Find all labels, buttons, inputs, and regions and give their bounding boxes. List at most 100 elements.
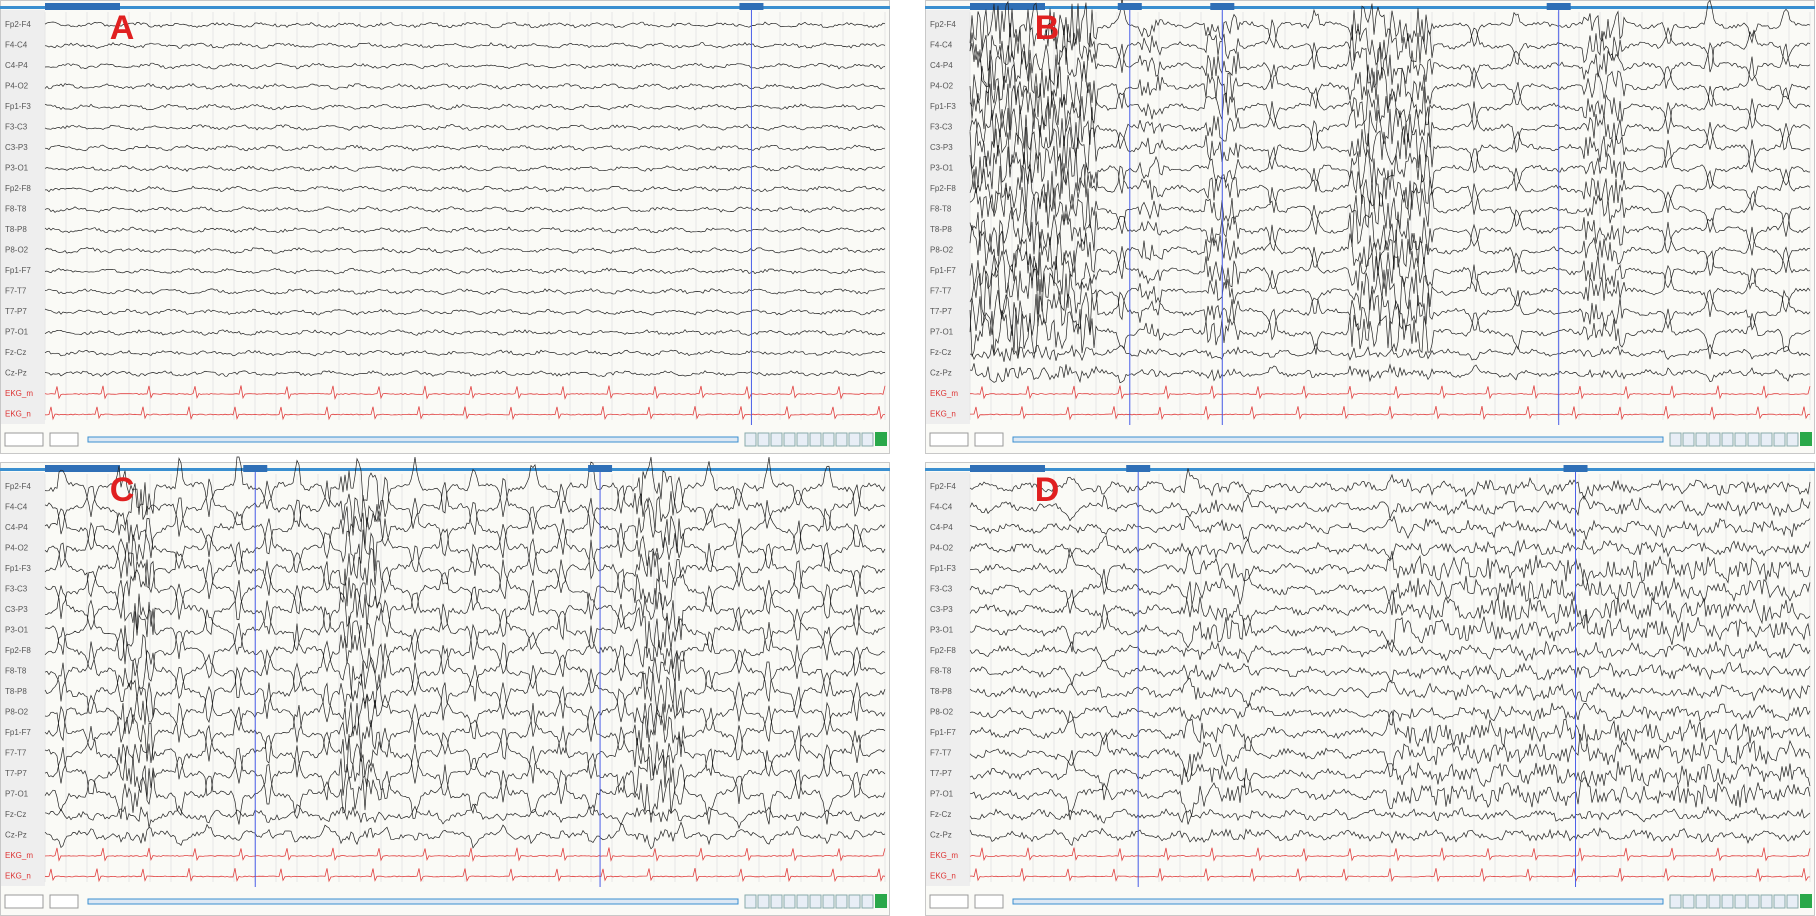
nav-button[interactable] [758,895,769,908]
channel-label: F8-T8 [5,667,27,676]
channel-label: Cz-Pz [930,369,952,378]
channel-label: P4-O2 [5,544,29,553]
go-button[interactable] [875,894,887,908]
channel-label: F7-T7 [5,749,27,758]
nav-button[interactable] [1670,895,1681,908]
nav-button[interactable] [1683,895,1694,908]
speed-select[interactable] [50,895,78,908]
nav-button[interactable] [771,895,782,908]
channel-label: F4-C4 [5,503,28,512]
nav-button[interactable] [745,895,756,908]
time-box[interactable] [5,895,43,908]
channel-label: C4-P4 [5,523,28,532]
go-button[interactable] [1800,432,1812,446]
channel-label: Fp2-F4 [5,482,31,491]
channel-label: EKG_m [5,389,33,398]
nav-button[interactable] [823,433,834,446]
nav-button[interactable] [797,895,808,908]
scroll-track[interactable] [1013,899,1663,904]
nav-button[interactable] [810,433,821,446]
channel-label: C3-P3 [5,143,28,152]
nav-button[interactable] [1748,895,1759,908]
nav-button[interactable] [849,433,860,446]
nav-button[interactable] [1696,433,1707,446]
nav-button[interactable] [836,895,847,908]
nav-button[interactable] [1683,433,1694,446]
channel-label: F4-C4 [930,41,953,50]
nav-button[interactable] [849,895,860,908]
channel-label: P7-O1 [930,790,954,799]
channel-label: EKG_m [930,851,958,860]
nav-button[interactable] [784,433,795,446]
nav-button[interactable] [1787,433,1798,446]
channel-label: Fp1-F7 [930,266,956,275]
panel-letter: A [110,9,135,47]
channel-label: C3-P3 [930,605,953,614]
channel-label: T8-P8 [5,687,27,696]
time-box[interactable] [930,433,968,446]
channel-label: F3-C3 [5,585,28,594]
channel-label: C4-P4 [930,523,953,532]
nav-button[interactable] [1774,895,1785,908]
scroll-track[interactable] [88,899,738,904]
channel-label: Fp1-F3 [930,102,956,111]
nav-button[interactable] [1709,895,1720,908]
nav-button[interactable] [1761,895,1772,908]
nav-button[interactable] [758,433,769,446]
nav-button[interactable] [1709,433,1720,446]
nav-button[interactable] [823,895,834,908]
speed-select[interactable] [50,433,78,446]
nav-button[interactable] [1670,433,1681,446]
channel-label: Cz-Pz [5,831,27,840]
eeg-panel: Fp2-F4F4-C4C4-P4P4-O2Fp1-F3F3-C3C3-P3P3-… [925,463,1815,916]
scroll-track[interactable] [1013,437,1663,442]
cursor-tab [1126,465,1150,472]
channel-label: P4-O2 [930,82,954,91]
go-button[interactable] [875,432,887,446]
channel-label: Fp1-F7 [930,728,956,737]
nav-button[interactable] [784,895,795,908]
nav-button[interactable] [862,433,873,446]
channel-label: Cz-Pz [930,831,952,840]
channel-label: P7-O1 [5,790,29,799]
nav-button[interactable] [1761,433,1772,446]
channel-label: C4-P4 [5,61,28,70]
channel-label: P8-O2 [930,708,954,717]
eeg-panel: Fp2-F4F4-C4C4-P4P4-O2Fp1-F3F3-C3C3-P3P3-… [925,0,1815,454]
channel-label: F8-T8 [930,205,952,214]
nav-button[interactable] [771,433,782,446]
channel-label: F7-T7 [930,287,952,296]
speed-select[interactable] [975,895,1003,908]
channel-label: C4-P4 [930,61,953,70]
nav-button[interactable] [1735,895,1746,908]
channel-label: Fp2-F4 [930,482,956,491]
panel-letter: D [1035,471,1060,509]
page: Fp2-F4F4-C4C4-P4P4-O2Fp1-F3F3-C3C3-P3P3-… [0,0,1816,916]
nav-button[interactable] [745,433,756,446]
channel-label: Fp2-F8 [930,646,956,655]
go-button[interactable] [1800,894,1812,908]
nav-button[interactable] [1787,895,1798,908]
channel-label: P7-O1 [930,328,954,337]
time-box[interactable] [930,895,968,908]
nav-button[interactable] [810,895,821,908]
nav-button[interactable] [862,895,873,908]
panel-frame [926,463,1815,916]
nav-button[interactable] [1735,433,1746,446]
time-box[interactable] [5,433,43,446]
channel-label: T7-P7 [930,307,952,316]
nav-button[interactable] [1748,433,1759,446]
channel-label: EKG_n [930,410,956,419]
nav-button[interactable] [1722,895,1733,908]
nav-button[interactable] [797,433,808,446]
cursor-tab [1210,3,1234,10]
nav-button[interactable] [1696,895,1707,908]
label-column [926,472,970,886]
channel-label: C3-P3 [930,143,953,152]
nav-button[interactable] [1774,433,1785,446]
nav-button[interactable] [836,433,847,446]
nav-button[interactable] [1722,433,1733,446]
speed-select[interactable] [975,433,1003,446]
channel-label: P8-O2 [930,246,954,255]
scroll-track[interactable] [88,437,738,442]
